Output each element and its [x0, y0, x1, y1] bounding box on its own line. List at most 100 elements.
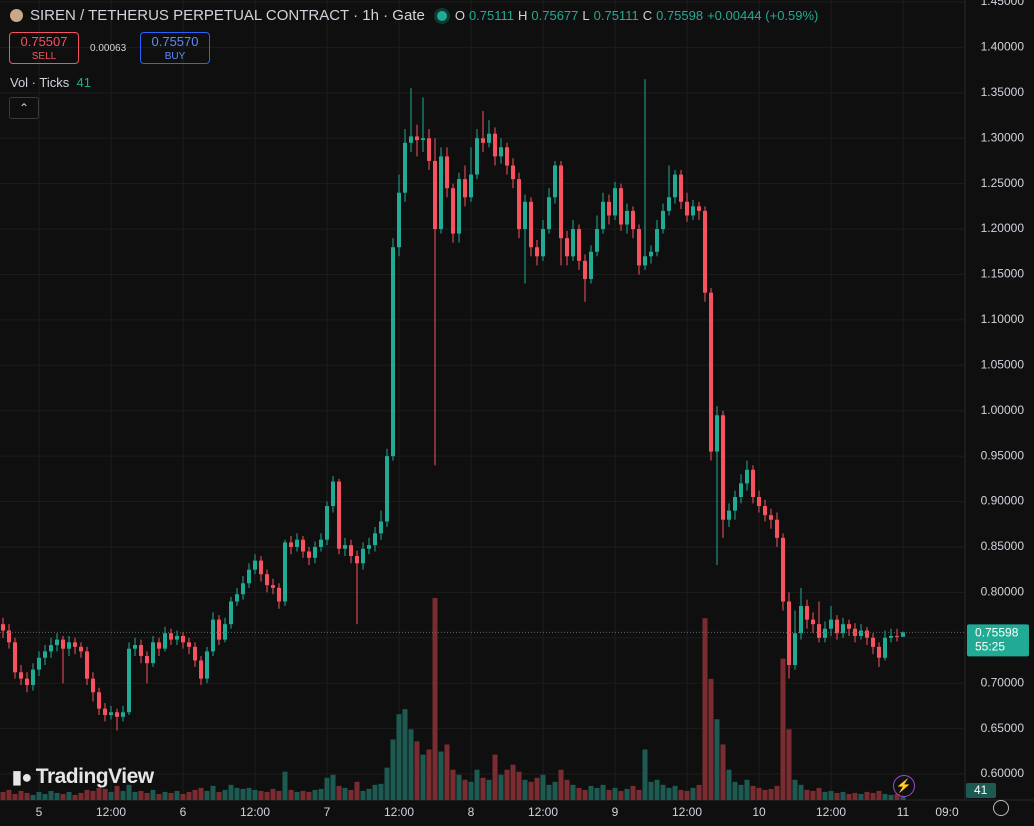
volume-bar [558, 769, 564, 800]
volume-bar [162, 791, 168, 800]
candle-body [49, 645, 53, 652]
volume-bar [540, 774, 546, 800]
candle-body [97, 692, 101, 709]
buy-price: 0.75570 [151, 34, 199, 49]
x-tick-label: 11 [897, 805, 910, 819]
y-tick-label: 1.30000 [981, 130, 1025, 144]
candle-body [259, 560, 263, 575]
candle-body [415, 136, 419, 141]
volume-bar [588, 785, 594, 800]
candle-body [487, 133, 491, 143]
candle-body [883, 637, 887, 658]
volume-bar [366, 788, 372, 800]
volume-bar [870, 792, 876, 800]
collapse-button[interactable]: ⌃ [9, 97, 39, 119]
ohlc-label: L [582, 8, 590, 23]
candle-body [253, 560, 257, 570]
candle-body [355, 556, 359, 564]
volume-bar [246, 787, 252, 800]
volume-bar [882, 793, 888, 800]
x-tick-label: 12:00 [672, 805, 702, 819]
candle-body [103, 708, 107, 715]
volume-bar [216, 791, 222, 800]
x-tick-label: 12:00 [240, 805, 270, 819]
candle-body [643, 256, 647, 266]
volume-bar [726, 769, 732, 800]
candle-body [895, 635, 899, 637]
candle-body [709, 292, 713, 452]
candle-body [715, 415, 719, 452]
volume-bar [312, 789, 318, 800]
volume-bar [456, 774, 462, 800]
sell-label: SELL [31, 51, 57, 62]
candle-body [151, 642, 155, 664]
candle-body [1, 624, 5, 631]
ohlc-value: 0.75111 [468, 8, 514, 23]
volume-bar [258, 790, 264, 800]
candle-body [631, 210, 635, 230]
candle-body [301, 539, 305, 552]
volume-bar [600, 784, 606, 800]
volume-bar [102, 788, 108, 800]
volume-bar [90, 790, 96, 800]
volume-bar [900, 795, 906, 800]
candle-body [469, 174, 473, 198]
volume-bar [780, 658, 786, 800]
volume-bar [18, 790, 24, 800]
lightning-button[interactable]: ⚡ [893, 775, 915, 797]
volume-bar [666, 787, 672, 800]
volume-bar [858, 793, 864, 800]
volume-bar [96, 787, 102, 800]
candle-body [13, 642, 17, 673]
candle-body [121, 712, 125, 717]
sell-button[interactable]: 0.75507 SELL [9, 32, 79, 64]
volume-bar [654, 779, 660, 800]
y-tick-label: 1.25000 [981, 176, 1025, 190]
volume-bar [594, 787, 600, 800]
volume-bar [516, 771, 522, 800]
candle-body [55, 639, 59, 646]
candle-body [217, 619, 221, 640]
y-tick-label: 1.15000 [981, 267, 1025, 281]
volume-bar [468, 781, 474, 800]
volume-bar [798, 784, 804, 800]
price-axis [965, 0, 1034, 826]
settings-button[interactable] [993, 800, 1009, 816]
candle-body [427, 138, 431, 161]
volume-bar [732, 781, 738, 800]
volume-bar [270, 788, 276, 800]
volume-bar [396, 714, 402, 800]
volume-bar [528, 781, 534, 800]
volume-bar [126, 784, 132, 800]
candle-body [847, 624, 851, 629]
candle-body [277, 587, 281, 602]
y-tick-label: 1.05000 [981, 357, 1025, 371]
last-price-label: 0.75598 [975, 626, 1019, 640]
candle-body [19, 672, 23, 679]
buy-button[interactable]: 0.75570 BUY [140, 32, 210, 64]
volume-bar [72, 794, 78, 800]
volume-bar [342, 787, 348, 800]
candle-body [43, 651, 47, 658]
candle-body [517, 179, 521, 230]
countdown: 55:25 [975, 640, 1005, 654]
candle-body [625, 210, 629, 225]
volume-bar [804, 789, 810, 800]
candle-body [481, 138, 485, 143]
candle-body [721, 415, 725, 520]
candle-body [781, 537, 785, 602]
volume-bar [174, 790, 180, 800]
volume-bar [696, 784, 702, 800]
candle-body [283, 542, 287, 602]
x-tick-label: 09:0 [935, 805, 959, 819]
indicator-value: 41 [76, 75, 91, 90]
volume-bar [480, 777, 486, 800]
volume-bar [648, 781, 654, 800]
candle-body [37, 657, 41, 670]
volume-bar [252, 789, 258, 800]
candle-body [745, 469, 749, 484]
title: SIREN / TETHERUS PERPETUAL CONTRACT · 1h… [30, 7, 425, 24]
candle-body [307, 551, 311, 558]
volume-bar [408, 729, 414, 800]
